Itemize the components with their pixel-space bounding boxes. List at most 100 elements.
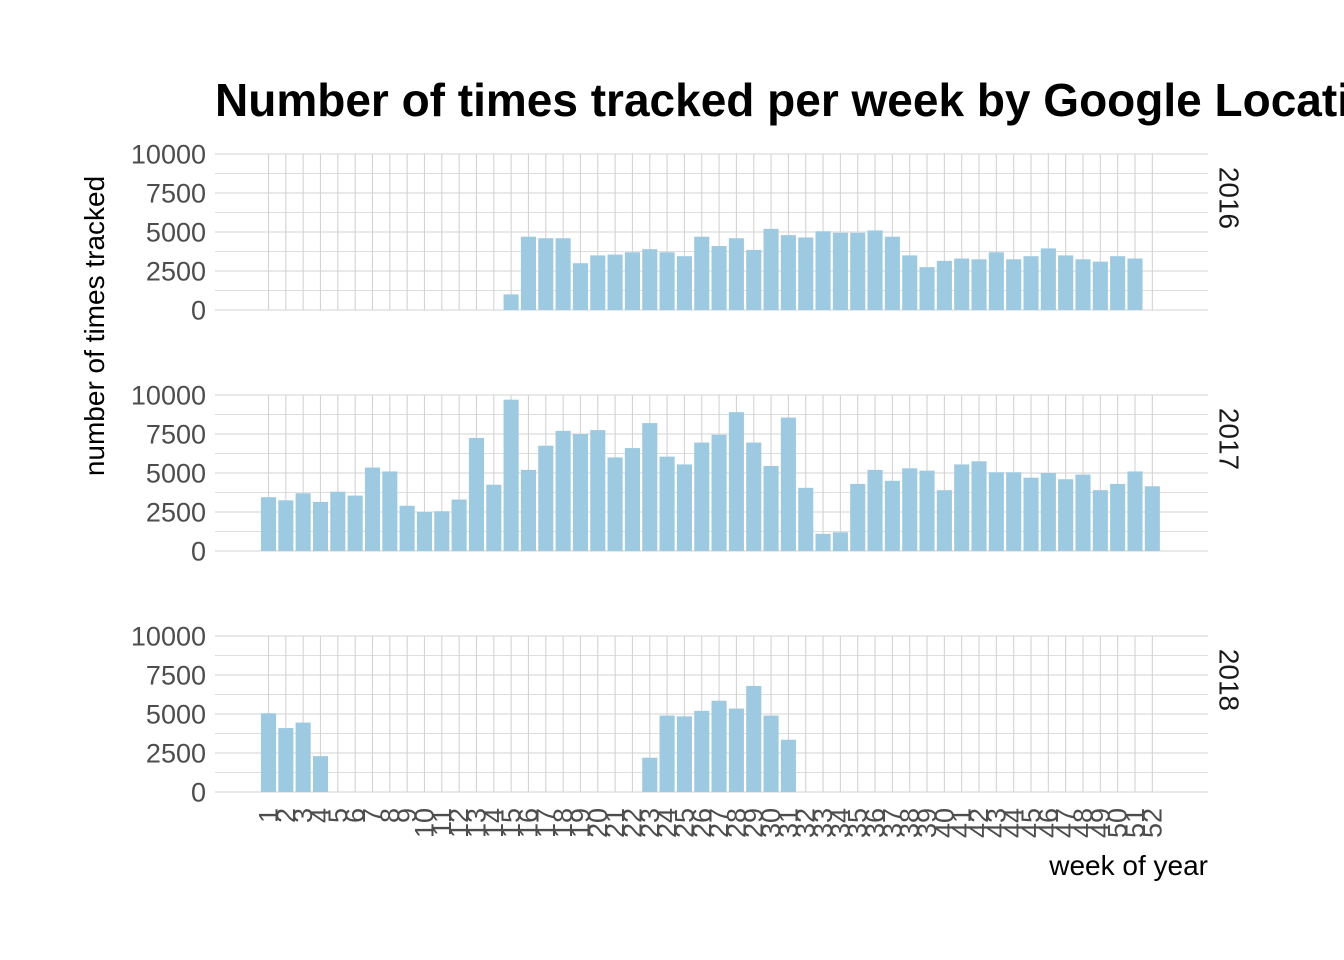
x-tick-label: 48 [1068,808,1098,838]
y-tick-label: 0 [191,537,206,567]
bar-2016-week-23 [642,249,658,310]
y-tick-label: 5000 [146,218,206,248]
y-tick-label: 2500 [146,739,206,769]
bar-2017-week-6 [347,495,363,551]
x-tick-label: 10 [409,808,439,838]
y-tick-label: 2500 [146,498,206,528]
bar-2017-week-11 [434,511,450,551]
bar-2017-week-1 [260,497,277,551]
x-tick-label: 20 [583,808,613,838]
bar-2017-week-15 [503,399,519,551]
bar-2016-week-44 [1006,259,1022,310]
x-tick-label: 23 [635,808,665,838]
bar-2018-week-23 [642,757,658,792]
x-tick-label: 45 [1016,808,1046,838]
bar-2016-week-30 [763,228,779,310]
bar-2016-week-22 [624,252,640,310]
x-tick-label: 43 [981,808,1011,838]
bar-2017-week-30 [763,465,779,551]
bar-2017-week-24 [659,456,675,551]
x-tick-label: 25 [669,808,699,838]
x-tick-label: 19 [565,808,595,838]
bar-2017-week-13 [468,437,485,551]
bar-2017-week-8 [382,471,398,551]
bar-2018-week-1 [260,713,277,792]
x-tick-label: 17 [531,808,561,838]
bar-2016-week-42 [971,259,987,310]
bar-2017-week-26 [694,442,710,551]
y-tick-label: 2500 [146,257,206,287]
x-tick-label: 26 [687,808,717,838]
bar-2017-week-38 [902,468,918,551]
facet-panels: 0 2500 5000 7500 10000 2016 0 2500 5000 7500 10000… [131,140,1245,808]
bar-2017-week-19 [572,434,588,551]
x-tick-label: 28 [721,808,751,838]
bar-2017-week-12 [451,499,467,551]
bar-2016-week-36 [867,230,883,310]
x-tick-label: 44 [999,808,1029,838]
bar-2017-week-46 [1040,473,1056,551]
bar-2017-week-10 [416,512,433,551]
y-tick-label: 7500 [146,661,206,691]
bar-2017-week-14 [486,484,502,551]
bar-2017-week-47 [1058,479,1074,551]
x-tick-label: 27 [704,808,734,838]
bar-2017-week-9 [399,505,415,551]
bar-2017-week-23 [642,423,658,551]
x-tick-label: 14 [479,808,509,838]
bar-2016-week-27 [711,246,727,310]
bar-2016-week-45 [1023,256,1039,310]
x-tick-label: 41 [947,808,977,838]
bar-2016-week-49 [1092,261,1108,310]
y-tick-label: 5000 [146,700,206,730]
x-tick-label: 51 [1120,808,1150,838]
x-tick-label: 49 [1085,808,1115,838]
bar-2017-week-37 [884,480,900,551]
bar-2018-week-4 [312,756,329,792]
bar-2017-week-44 [1006,472,1022,551]
bar-2016-week-28 [728,238,744,310]
bar-2016-week-19 [572,263,588,310]
x-tick-label: 21 [600,808,630,838]
bar-2017-week-29 [746,442,762,551]
x-tick-label: 1 [254,808,284,823]
x-tick-label: 11 [427,808,457,836]
y-tick-label: 7500 [146,420,206,450]
x-axis-label: week of year [1048,850,1208,881]
facet-panel-2018: 0 2500 5000 7500 10000 2018 [131,622,1245,808]
y-tick-label: 7500 [146,179,206,209]
bar-2016-week-48 [1075,259,1091,310]
bar-2018-week-31 [780,739,796,792]
x-tick-label: 3 [288,808,318,823]
bar-2017-week-48 [1075,474,1091,551]
bar-2016-week-33 [815,231,831,310]
bar-2016-week-17 [538,238,554,310]
bar-2017-week-32 [798,487,814,551]
x-tick-label: 38 [895,808,925,838]
bar-2016-week-16 [520,236,536,310]
x-tick-label: 42 [964,808,994,838]
bar-2017-week-51 [1127,471,1143,551]
bar-2016-week-21 [607,254,623,310]
bar-2016-week-34 [832,232,848,310]
x-tick-label: 31 [773,808,803,838]
bar-2018-week-2 [278,728,294,792]
x-tick-label: 40 [929,808,959,838]
x-tick-label: 8 [375,808,405,823]
x-tick-label: 50 [1103,808,1133,838]
bar-2016-week-20 [590,255,606,310]
x-tick-label: 22 [617,808,647,838]
bar-2016-week-50 [1110,256,1126,310]
y-tick-label: 5000 [146,459,206,489]
y-tick-label: 10000 [131,381,206,411]
x-tick-label: 30 [756,808,786,838]
x-tick-label: 9 [392,808,422,823]
bar-2016-week-18 [555,238,571,310]
y-tick-label: 0 [191,296,206,326]
bar-2016-week-32 [798,237,814,310]
bar-2017-week-41 [954,464,970,551]
bar-2017-week-3 [295,493,311,551]
chart-title: Number of times tracked per week by Goog… [215,74,1344,126]
bar-2017-week-28 [728,412,744,551]
